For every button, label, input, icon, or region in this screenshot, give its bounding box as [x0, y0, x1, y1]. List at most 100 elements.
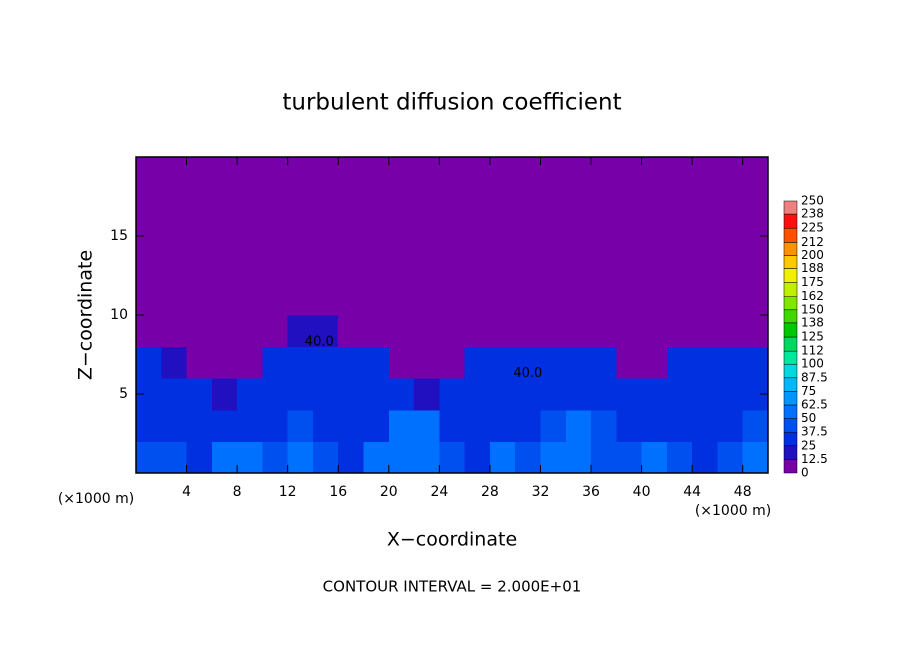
heat-cell — [186, 315, 213, 348]
colorbar-label: 175 — [801, 275, 824, 289]
heat-cell — [136, 409, 162, 442]
heat-cell — [464, 346, 491, 379]
colorbar-swatch — [783, 322, 798, 338]
heat-cell — [439, 378, 466, 411]
heat-cell — [211, 188, 238, 221]
heat-cell — [641, 315, 668, 348]
heat-cell — [742, 409, 769, 442]
heat-cell — [262, 315, 289, 348]
heat-cell — [161, 283, 188, 316]
heat-cell — [414, 220, 440, 253]
heat-cell — [616, 409, 643, 442]
heat-cell — [717, 378, 744, 411]
colorbar-swatch — [783, 200, 798, 215]
heat-cell — [237, 378, 263, 411]
heat-cell — [211, 346, 238, 379]
x-tick-label: 44 — [683, 484, 701, 500]
heat-cell — [565, 346, 592, 379]
heat-cell — [616, 346, 643, 379]
colorbar-label: 212 — [801, 235, 824, 249]
heat-cell — [540, 283, 567, 316]
colorbar-swatch — [783, 255, 798, 269]
heat-cell — [136, 283, 162, 316]
heat-cell — [641, 251, 668, 284]
heat-cell — [287, 283, 314, 316]
colorbar-label: 150 — [801, 302, 824, 316]
heat-cell — [262, 188, 289, 221]
heat-cell — [616, 315, 643, 348]
heat-cell — [666, 188, 693, 221]
heat-cell — [641, 346, 668, 379]
x-tick-label: 12 — [279, 484, 297, 500]
heat-cell — [717, 409, 744, 442]
heat-cell — [666, 220, 693, 253]
heat-cell — [464, 251, 491, 284]
heat-cell — [237, 409, 263, 442]
heat-cell — [338, 409, 365, 442]
heat-cell — [262, 157, 289, 190]
heat-cell — [489, 441, 516, 474]
heat-cell — [692, 283, 718, 316]
heat-cell — [565, 315, 592, 348]
heat-cell — [591, 315, 617, 348]
heat-cell — [414, 378, 440, 411]
heat-cell — [515, 409, 541, 442]
heat-cell — [237, 251, 263, 284]
heat-cell — [237, 220, 263, 253]
heat-cell — [388, 378, 415, 411]
heat-cell — [717, 188, 744, 221]
colorbar-label: 37.5 — [801, 425, 828, 439]
heat-cell — [262, 346, 289, 379]
heat-cell — [312, 441, 339, 474]
heat-cell — [161, 346, 188, 379]
colorbar-label: 50 — [801, 411, 816, 425]
heat-cell — [489, 157, 516, 190]
colorbar-label: 200 — [801, 248, 824, 262]
heat-cell — [388, 251, 415, 284]
x-tick-label: 8 — [233, 484, 242, 500]
heat-cell — [312, 157, 339, 190]
heat-cell — [489, 315, 516, 348]
heat-cell — [237, 441, 263, 474]
heat-cell — [692, 441, 718, 474]
heat-cell — [287, 188, 314, 221]
x-tick-label: 28 — [481, 484, 499, 500]
heat-cell — [211, 220, 238, 253]
heat-cell — [363, 441, 390, 474]
heat-cell — [439, 283, 466, 316]
heat-cell — [641, 157, 668, 190]
heat-cell — [388, 346, 415, 379]
heat-cell — [717, 157, 744, 190]
heat-cell — [237, 157, 263, 190]
heat-cell — [439, 346, 466, 379]
heat-cell — [464, 441, 491, 474]
heat-cell — [388, 283, 415, 316]
heat-cell — [565, 409, 592, 442]
heat-cell — [591, 378, 617, 411]
heat-cell — [211, 409, 238, 442]
colorbar-label: 250 — [801, 194, 824, 208]
colorbar-swatch — [783, 282, 798, 297]
heat-cell — [312, 409, 339, 442]
heat-cell — [237, 188, 263, 221]
heat-cell — [211, 157, 238, 190]
heat-cell — [641, 220, 668, 253]
heat-cell — [742, 251, 769, 284]
heat-cell — [414, 188, 440, 221]
heat-cell — [211, 251, 238, 284]
heat-cell — [363, 409, 390, 442]
x-tick-label: 20 — [380, 484, 398, 500]
y-tick-label: 15 — [110, 228, 128, 244]
heat-cell — [540, 157, 567, 190]
heat-cell — [666, 378, 693, 411]
heat-cell — [186, 441, 213, 474]
heat-cell — [591, 157, 617, 190]
colorbar-swatch — [783, 404, 798, 419]
heat-cell — [186, 157, 213, 190]
heat-cell — [515, 315, 541, 348]
heat-cell — [262, 441, 289, 474]
heat-cell — [136, 441, 162, 474]
heat-cell — [414, 315, 440, 348]
heat-cell — [161, 378, 188, 411]
